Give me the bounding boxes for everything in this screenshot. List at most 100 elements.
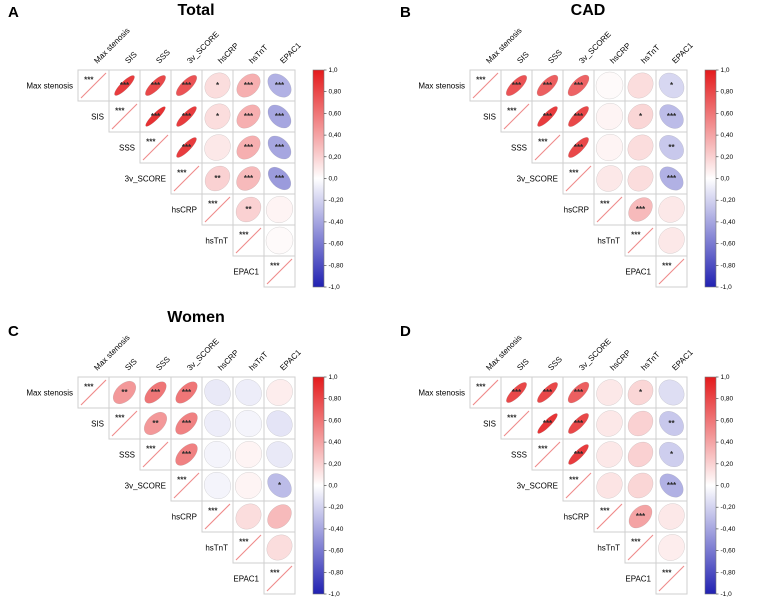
correlation-ellipse (204, 103, 231, 130)
row-labels: Max stenosis SIS SSS 3v_SCORE hsCRP hsTnT EPAC… (26, 82, 259, 277)
column-label: 3v_SCORE (577, 30, 613, 66)
colorbar-gradient (312, 69, 325, 288)
correlation-ellipse (596, 441, 623, 468)
correlation-ellipse (567, 74, 590, 97)
correlation-ellipse (658, 196, 685, 223)
correlation-grid (469, 376, 688, 595)
panel-d: Max stenosis SIS SSS 3v_SCORE hsCRP hsTnT EPAC… (392, 307, 784, 607)
significance-label: * (639, 112, 643, 121)
significance-label: *** (574, 388, 584, 397)
colorbar-tick-label: -1,0 (721, 591, 733, 598)
correlation-ellipse (628, 504, 653, 529)
colorbar-tick-label: 0,0 (329, 176, 338, 183)
significance-label: * (670, 450, 674, 459)
row-label: hsTnT (205, 544, 228, 553)
significance-label: * (278, 481, 282, 490)
row-label: hsTnT (205, 237, 228, 246)
significance-label: *** (182, 450, 192, 459)
significance-label: ** (245, 205, 252, 214)
significance-label: *** (662, 261, 672, 270)
diagonal-correlation-line (534, 134, 561, 161)
row-label: hsTnT (597, 544, 620, 553)
significance-label: *** (543, 419, 553, 428)
significance-label: *** (667, 174, 677, 183)
row-label: Max stenosis (26, 389, 73, 398)
significance-label: *** (631, 230, 641, 239)
colorbar-tick-label: -0,60 (329, 241, 344, 248)
correlation-ellipse (568, 444, 589, 465)
diagonal-correlation-line (111, 103, 138, 130)
colorbar: 1,0 0,80 0,60 0,40 0,20 0,0 -0,20 -0,40 -0,60 -0,… (312, 67, 344, 291)
panel-title-women: Women (167, 309, 225, 326)
significance-label: *** (574, 450, 584, 459)
column-label: SSS (154, 355, 172, 373)
significance-label: * (216, 81, 220, 90)
significance-label: *** (182, 112, 192, 121)
row-label: SIS (91, 420, 104, 429)
column-label: EPAC1 (278, 348, 303, 373)
significance-label: *** (182, 81, 192, 90)
column-label: EPAC1 (670, 348, 695, 373)
colorbar-tick-label: -0,80 (721, 569, 736, 576)
correlation-ellipse (267, 504, 292, 529)
significance-label: *** (512, 81, 522, 90)
row-label: hsCRP (564, 513, 589, 522)
colorbar-tick-label: 0,40 (329, 439, 342, 446)
significance-label: *** (177, 168, 187, 177)
colorbar-tick-label: -0,60 (721, 548, 736, 555)
correlation-ellipse (175, 74, 198, 97)
significance-label: *** (244, 112, 254, 121)
colorbar-tick-label: 1,0 (721, 67, 730, 74)
correlation-ellipse (203, 440, 232, 469)
significance-label: *** (667, 481, 677, 490)
correlation-ellipse (176, 106, 197, 127)
diagonal-correlation-line (503, 410, 530, 437)
diagonal-correlation-line (472, 72, 499, 99)
significance-label: *** (275, 174, 285, 183)
significance-label: *** (244, 174, 254, 183)
correlation-grid (77, 69, 296, 288)
significance-label: ** (121, 388, 128, 397)
colorbar-tick-label: -0,20 (721, 504, 736, 511)
significance-label: *** (574, 112, 584, 121)
diagonal-correlation-line (142, 134, 169, 161)
diagonal-correlation-line (658, 565, 685, 592)
significance-label: *** (275, 143, 285, 152)
significance-label: *** (543, 112, 553, 121)
row-label: EPAC1 (625, 268, 651, 277)
row-label: EPAC1 (233, 268, 259, 277)
diagonal-correlation-line (111, 410, 138, 437)
correlation-ellipse (265, 195, 294, 224)
diagonal-correlation-line (80, 72, 107, 99)
column-label: 3v_SCORE (185, 337, 221, 373)
significance-label: *** (146, 137, 156, 146)
diagonal-correlation-line (266, 258, 293, 285)
significance-label: ** (152, 419, 159, 428)
significance-label: *** (600, 199, 610, 208)
diagonal-correlation-line (173, 472, 200, 499)
diagonal-correlation-line (658, 258, 685, 285)
colorbar-tick-label: 0,0 (721, 176, 730, 183)
diagonal-correlation-line (173, 165, 200, 192)
correlation-ellipse (236, 166, 261, 191)
correlation-ellipse (568, 106, 589, 127)
colorbar-tick-label: 0,20 (329, 461, 342, 468)
correlation-ellipse (145, 106, 166, 127)
significance-stars: ****************************************… (476, 75, 677, 270)
significance-label: *** (600, 506, 610, 515)
significance-label: *** (636, 205, 646, 214)
row-labels: Max stenosis SIS SSS 3v_SCORE hsCRP hsTnT EPAC… (418, 82, 651, 277)
correlation-ellipse (265, 226, 294, 255)
correlation-ellipse (596, 165, 623, 192)
column-label: SSS (154, 48, 172, 66)
colorbar-tick-label: -0,40 (329, 219, 344, 226)
diagonal-correlation-line (565, 472, 592, 499)
significance-label: *** (275, 112, 285, 121)
significance-label: *** (84, 382, 94, 391)
correlation-ellipse (568, 413, 589, 434)
significance-stars: ****************************************… (476, 382, 677, 577)
column-label: hsTnT (247, 350, 269, 372)
correlation-ellipse (266, 441, 293, 468)
panel-total: Max stenosis SIS SSS 3v_SCORE hsCRP hsTnT EPAC… (0, 0, 392, 300)
row-label: 3v_SCORE (517, 482, 558, 491)
